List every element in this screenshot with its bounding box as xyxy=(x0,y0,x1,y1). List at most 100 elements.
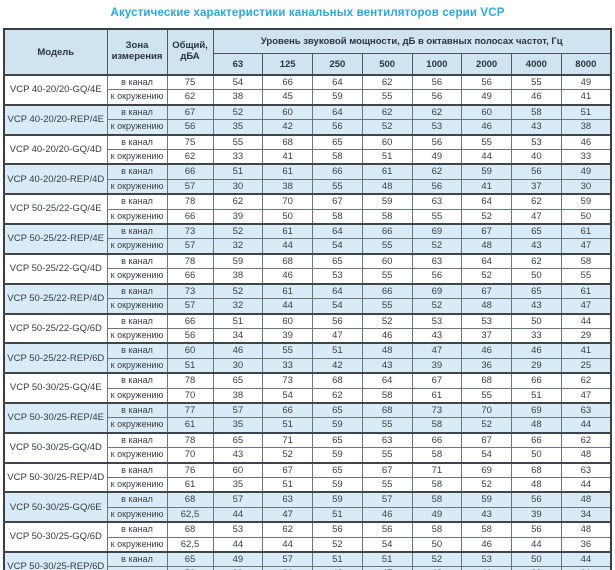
band-level-value: 52 xyxy=(411,298,463,314)
header-frequency-1000: 1000 xyxy=(411,53,463,76)
band-level-value: 35 xyxy=(212,417,264,434)
band-level-value: 46 xyxy=(461,342,512,359)
table-row: к окружению 62 38 45 59 55 56 49 46 41 xyxy=(4,89,612,106)
table-row: VCP 40-20/20-GQ/4D в канал 75 55 68 65 60 56 55 5… xyxy=(3,133,612,165)
zone-label: к окружению xyxy=(106,208,168,225)
band-level-value: 49 xyxy=(212,551,264,568)
band-level-value: 62 xyxy=(560,431,612,449)
band-level-value: 52 xyxy=(411,551,463,568)
band-level-value: 58 xyxy=(361,208,413,225)
band-level-value: 66 xyxy=(262,74,313,91)
band-level-value: 69 xyxy=(511,401,562,419)
band-level-value: 63 xyxy=(560,401,612,419)
band-level-value: 63 xyxy=(560,461,612,478)
zone-label: в канал xyxy=(106,103,168,121)
zone-label: в канал xyxy=(106,372,168,389)
band-level-value: 61 xyxy=(560,282,612,300)
zone-label: к окружению xyxy=(106,268,168,285)
band-level-value: 68 xyxy=(511,461,562,478)
total-dba-value: 66 xyxy=(166,163,214,180)
band-level-value: 41 xyxy=(262,149,313,165)
band-level-value: 62 xyxy=(262,521,313,538)
band-level-value: 69 xyxy=(411,223,463,240)
zone-label: к окружению xyxy=(106,89,168,106)
band-level-value: 56 xyxy=(511,163,562,180)
total-dba-value: 75 xyxy=(166,74,214,91)
band-level-value: 53 xyxy=(511,133,562,151)
zone-label: в канал xyxy=(106,193,168,210)
zone-label: в канал xyxy=(106,163,168,180)
header-octave-band-group: Уровень звуковой мощности, дБ в октавных… xyxy=(212,28,612,54)
header-total-dba: Общий, дБА xyxy=(166,28,214,76)
band-level-value: 51 xyxy=(312,551,363,568)
band-level-value: 43 xyxy=(511,119,562,136)
band-level-value: 33 xyxy=(511,327,562,344)
zone-label: к окружению xyxy=(106,447,168,464)
band-level-value: 58 xyxy=(411,417,463,434)
table-row: VCP 50-25/22-REP/4E в канал 73 52 61 64 66 69 67… xyxy=(3,223,612,255)
zone-label: в канал xyxy=(106,74,168,91)
band-level-value: 55 xyxy=(560,268,612,285)
band-level-value: 57 xyxy=(212,491,264,508)
model-name: VCP 50-25/22-GQ/4E xyxy=(3,193,108,225)
band-level-value: 59 xyxy=(312,476,363,493)
band-level-value: 59 xyxy=(560,193,612,210)
total-dba-value: 73 xyxy=(166,223,214,240)
band-level-value: 38 xyxy=(212,268,264,285)
total-dba-value: 70 xyxy=(166,447,214,464)
band-level-value: 58 xyxy=(312,149,363,165)
table-row: к окружению 56 34 39 47 46 43 37 33 29 xyxy=(4,327,612,344)
band-level-value: 66 xyxy=(511,431,562,449)
band-level-value: 67 xyxy=(461,431,512,449)
band-level-value: 59 xyxy=(312,447,363,464)
model-name: VCP 50-25/22-REP/4E xyxy=(3,223,108,255)
band-level-value: 67 xyxy=(411,372,463,389)
total-dba-value: 78 xyxy=(166,252,214,270)
band-level-value: 69 xyxy=(461,461,512,478)
model-name: VCP 50-25/22-REP/6D xyxy=(3,342,108,374)
band-level-value: 55 xyxy=(511,74,562,91)
band-level-value: 56 xyxy=(511,491,562,508)
band-level-value: 58 xyxy=(461,521,512,538)
band-level-value: 51 xyxy=(262,476,313,493)
band-level-value: 55 xyxy=(361,476,413,493)
total-dba-value: 77 xyxy=(166,401,214,419)
model-name: VCP 40-20/20-REP/4E xyxy=(3,103,108,136)
model-name: VCP 50-30/25-REP/6D xyxy=(3,551,108,570)
band-level-value: 62 xyxy=(312,387,363,404)
band-level-value: 48 xyxy=(461,298,512,314)
band-level-value: 54 xyxy=(361,536,413,553)
band-level-value: 49 xyxy=(411,506,463,523)
band-level-value: 41 xyxy=(560,342,612,359)
band-level-value: 44 xyxy=(560,551,612,568)
total-dba-value: 62 xyxy=(166,149,214,165)
table-row: VCP 50-30/25-GQ/6E в канал 68 57 63 59 57 58 59 5… xyxy=(3,491,612,523)
band-level-value: 25 xyxy=(560,357,612,374)
band-level-value: 73 xyxy=(262,372,313,389)
model-name: VCP 40-20/20-GQ/4E xyxy=(3,74,108,106)
model-name: VCP 50-30/25-GQ/4D xyxy=(3,431,108,464)
band-level-value: 46 xyxy=(511,89,562,106)
band-level-value: 65 xyxy=(312,252,363,270)
band-level-value: 59 xyxy=(212,252,264,270)
band-level-value: 41 xyxy=(560,89,612,106)
band-level-value: 65 xyxy=(212,372,264,389)
band-level-value: 49 xyxy=(560,163,612,180)
header-frequency-125: 125 xyxy=(262,53,313,76)
header-frequency-500: 500 xyxy=(361,53,413,76)
band-level-value: 48 xyxy=(511,476,562,493)
band-level-value: 62 xyxy=(212,193,264,210)
zone-label: к окружению xyxy=(106,417,168,434)
band-level-value: 65 xyxy=(312,431,363,449)
band-level-value: 50 xyxy=(262,208,313,225)
band-level-value: 56 xyxy=(312,312,363,329)
band-level-value: 62 xyxy=(411,103,463,121)
band-level-value: 30 xyxy=(560,178,612,195)
band-level-value: 59 xyxy=(312,89,363,106)
band-level-value: 49 xyxy=(411,149,463,165)
header-frequency-4000: 4000 xyxy=(511,53,562,76)
zone-label: к окружению xyxy=(106,327,168,344)
zone-label: к окружению xyxy=(106,149,168,165)
band-level-value: 59 xyxy=(312,417,363,434)
band-level-value: 66 xyxy=(312,163,363,180)
